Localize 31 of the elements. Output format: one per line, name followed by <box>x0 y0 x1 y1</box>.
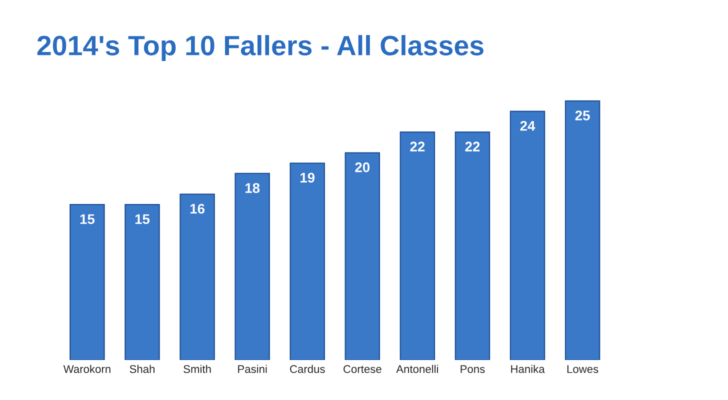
data-label: 15 <box>80 214 95 224</box>
x-tick-label: Smith <box>184 364 211 374</box>
bar <box>510 110 546 360</box>
data-label: 24 <box>520 120 536 131</box>
x-tick-label: Cardus <box>290 364 325 374</box>
data-label: 19 <box>300 172 315 183</box>
x-tick-label: Shah <box>130 364 155 374</box>
x-tick-label: Cortese <box>344 365 382 374</box>
bar <box>344 152 380 360</box>
bar <box>180 194 215 360</box>
data-label: 18 <box>245 183 260 193</box>
data-label: 16 <box>190 204 205 214</box>
bar <box>70 204 105 360</box>
bar <box>564 100 600 360</box>
data-label: 25 <box>575 110 590 120</box>
x-tick-label: Pons <box>460 365 485 374</box>
chart-title: 2014's Top 10 Fallers - All Classes <box>37 35 484 61</box>
bar <box>234 172 270 360</box>
x-tick-label: Pasini <box>238 364 267 374</box>
x-tick-label: Antonelli <box>396 364 438 374</box>
data-label: 20 <box>355 162 370 172</box>
data-label: 22 <box>465 142 480 152</box>
data-label: 15 <box>135 214 150 224</box>
bar <box>124 204 160 360</box>
bar <box>290 162 325 360</box>
data-label: 22 <box>410 142 425 152</box>
bar <box>454 131 490 360</box>
x-tick-label: Warokorn <box>63 364 110 374</box>
x-tick-label: Lowes <box>567 365 598 374</box>
bar <box>400 131 436 360</box>
x-tick-label: Hanika <box>511 364 545 374</box>
